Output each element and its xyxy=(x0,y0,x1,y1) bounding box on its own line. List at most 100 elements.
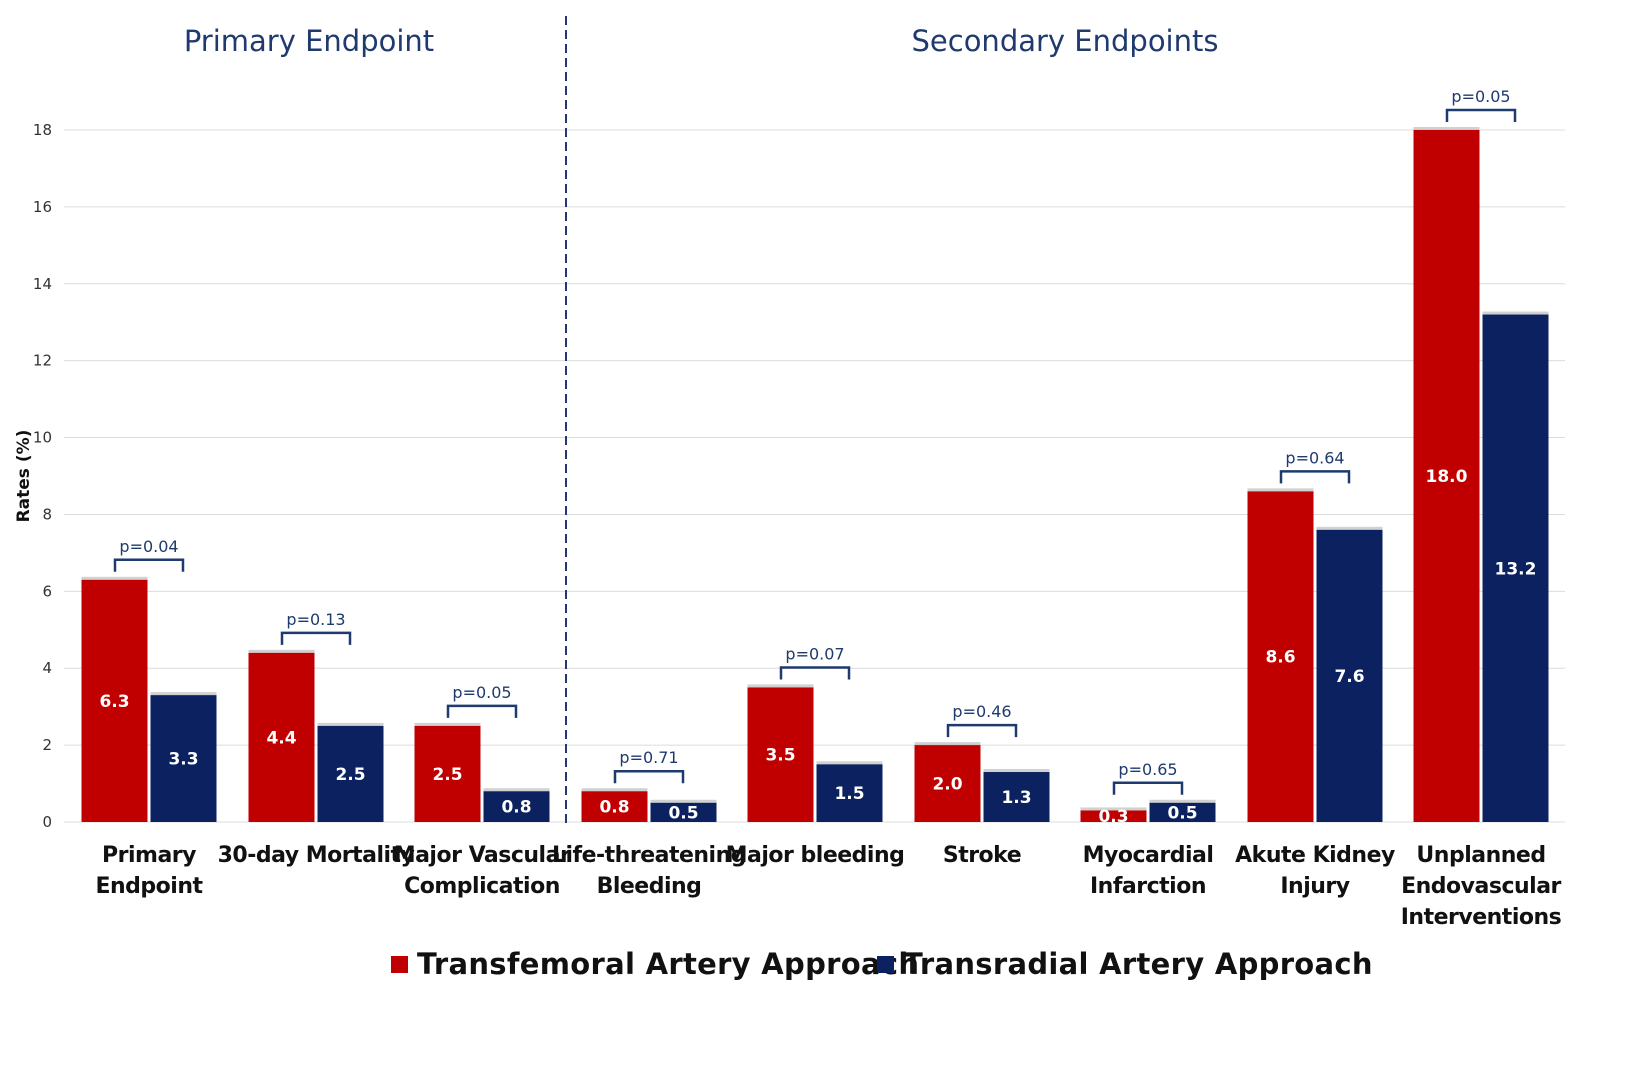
y-tick-label: 4 xyxy=(42,659,52,677)
p-value-brackets: p=0.04 p=0.13 p=0.05 p=0.71 p=0.07 p=0.46 p=0.… xyxy=(113,87,1517,795)
legend-swatch-transradial xyxy=(877,956,894,973)
y-tick-label: 10 xyxy=(33,429,52,447)
bar-top-shadow xyxy=(816,761,883,765)
p-value-bracket xyxy=(946,723,1018,738)
bar-value-label-transradial: 0.8 xyxy=(501,798,531,818)
x-category-label: Primary Endpoint xyxy=(95,843,203,899)
bar-top-shadow xyxy=(914,742,981,746)
x-category-label: Myocardial Infarction xyxy=(1083,843,1214,899)
bar-top-shadow xyxy=(650,799,717,803)
bar-transfemoral xyxy=(1080,810,1147,822)
y-tick-label: 12 xyxy=(33,352,52,370)
bar-transradial xyxy=(483,791,550,822)
bar-transradial xyxy=(1482,314,1549,822)
bar-top-shadow xyxy=(1413,127,1480,130)
bar-value-label-transradial: 13.2 xyxy=(1495,559,1537,579)
bar-top-shadow xyxy=(317,722,384,726)
x-category-label: Life-threatening Bleeding xyxy=(552,843,746,899)
bar-transfemoral xyxy=(248,652,315,822)
bar-top-shadow xyxy=(581,788,648,792)
bar-top-shadow xyxy=(248,649,315,653)
bar-top-shadow xyxy=(1149,799,1216,803)
x-category-label: Major bleeding xyxy=(726,843,905,868)
section-title-secondary: Secondary Endpoints xyxy=(912,24,1219,58)
bar-value-label-transradial: 0.5 xyxy=(668,803,698,823)
bar-value-label-transfemoral: 18.0 xyxy=(1426,467,1468,487)
y-tick-label: 8 xyxy=(42,505,52,523)
bar-top-shadow xyxy=(414,722,481,726)
x-category-label: Major Vascular Complication xyxy=(394,843,571,899)
p-value-bracket xyxy=(1279,470,1351,484)
bar-value-label-transfemoral: 6.3 xyxy=(99,692,129,712)
p-value-label: p=0.46 xyxy=(952,702,1011,721)
p-value-label: p=0.65 xyxy=(1118,760,1177,779)
p-value-bracket xyxy=(113,558,185,572)
p-value-label: p=0.05 xyxy=(452,683,511,702)
bar-value-label-transradial: 7.6 xyxy=(1334,667,1364,687)
p-value-label: p=0.05 xyxy=(1451,87,1510,106)
p-value-label: p=0.71 xyxy=(619,748,678,767)
bar-transfemoral xyxy=(747,687,814,822)
bar-transradial xyxy=(983,772,1050,822)
legend-label-transfemoral: Transfemoral Artery Approach xyxy=(417,947,919,981)
y-axis-ticks: 0 2 4 6 8 10 12 14 16 18 xyxy=(33,121,52,831)
x-category-label: Akute Kidney Injury xyxy=(1235,843,1395,899)
legend: Transfemoral Artery Approach Transradial… xyxy=(391,947,1373,981)
bar-top-shadow xyxy=(1316,526,1383,530)
section-title-primary: Primary Endpoint xyxy=(184,24,434,58)
p-value-bracket xyxy=(446,704,518,718)
p-value-bracket xyxy=(779,666,851,680)
x-category-label: 30-day Mortality xyxy=(218,843,415,868)
p-value-label: p=0.13 xyxy=(286,610,345,629)
p-value-label: p=0.04 xyxy=(119,537,178,556)
bar-value-label-transradial: 1.3 xyxy=(1001,788,1031,808)
bar-value-label-transfemoral: 2.5 xyxy=(432,765,462,785)
bar-value-label-transfemoral: 0.3 xyxy=(1098,807,1128,827)
y-tick-label: 18 xyxy=(33,121,52,139)
bar-transfemoral xyxy=(414,725,481,822)
y-tick-label: 2 xyxy=(42,736,52,754)
bar-value-label-transradial: 3.3 xyxy=(168,750,198,770)
p-value-bracket xyxy=(1112,781,1184,795)
bar-transfemoral xyxy=(914,745,981,822)
bar-transfemoral xyxy=(581,791,648,822)
bar-top-shadow xyxy=(1080,807,1147,811)
p-value-label: p=0.07 xyxy=(785,644,844,663)
bar-value-label-transfemoral: 8.6 xyxy=(1265,648,1295,668)
bar-value-label-transfemoral: 0.8 xyxy=(599,798,629,818)
p-value-bracket xyxy=(613,769,685,784)
y-axis-title: Rates (%) xyxy=(14,430,34,523)
y-tick-label: 0 xyxy=(42,813,52,831)
y-tick-label: 16 xyxy=(33,198,52,216)
bar-transradial xyxy=(650,802,717,822)
bar-top-shadow xyxy=(1482,311,1549,315)
y-tick-label: 6 xyxy=(42,582,52,600)
bar-top-shadow xyxy=(747,684,814,688)
bar-transfemoral xyxy=(1247,491,1314,822)
legend-label-transradial: Transradial Artery Approach xyxy=(903,947,1373,981)
x-category-label: Unplanned Endovascular Interventions xyxy=(1401,843,1562,930)
bar-transfemoral xyxy=(1413,130,1480,822)
p-value-bracket xyxy=(280,631,352,645)
bar-transfemoral xyxy=(81,579,148,822)
bar-transradial xyxy=(1316,529,1383,822)
bar-transradial xyxy=(150,695,217,822)
bar-top-shadow xyxy=(983,769,1050,773)
bar-top-shadow xyxy=(1247,488,1314,492)
p-value-label: p=0.64 xyxy=(1285,448,1344,467)
bar-top-shadow xyxy=(150,692,217,696)
p-value-bracket xyxy=(1445,108,1517,122)
bar-value-label-transfemoral: 3.5 xyxy=(765,746,795,766)
legend-swatch-transfemoral xyxy=(391,956,408,973)
bar-value-label-transradial: 0.5 xyxy=(1167,803,1197,823)
bar-top-shadow xyxy=(483,788,550,792)
y-tick-label: 14 xyxy=(33,275,52,293)
bar-top-shadow xyxy=(81,576,148,580)
bar-value-label-transradial: 1.5 xyxy=(834,784,864,804)
bar-value-label-transfemoral: 4.4 xyxy=(266,728,296,748)
x-category-label: Stroke xyxy=(943,843,1021,868)
bar-transradial xyxy=(816,764,883,822)
